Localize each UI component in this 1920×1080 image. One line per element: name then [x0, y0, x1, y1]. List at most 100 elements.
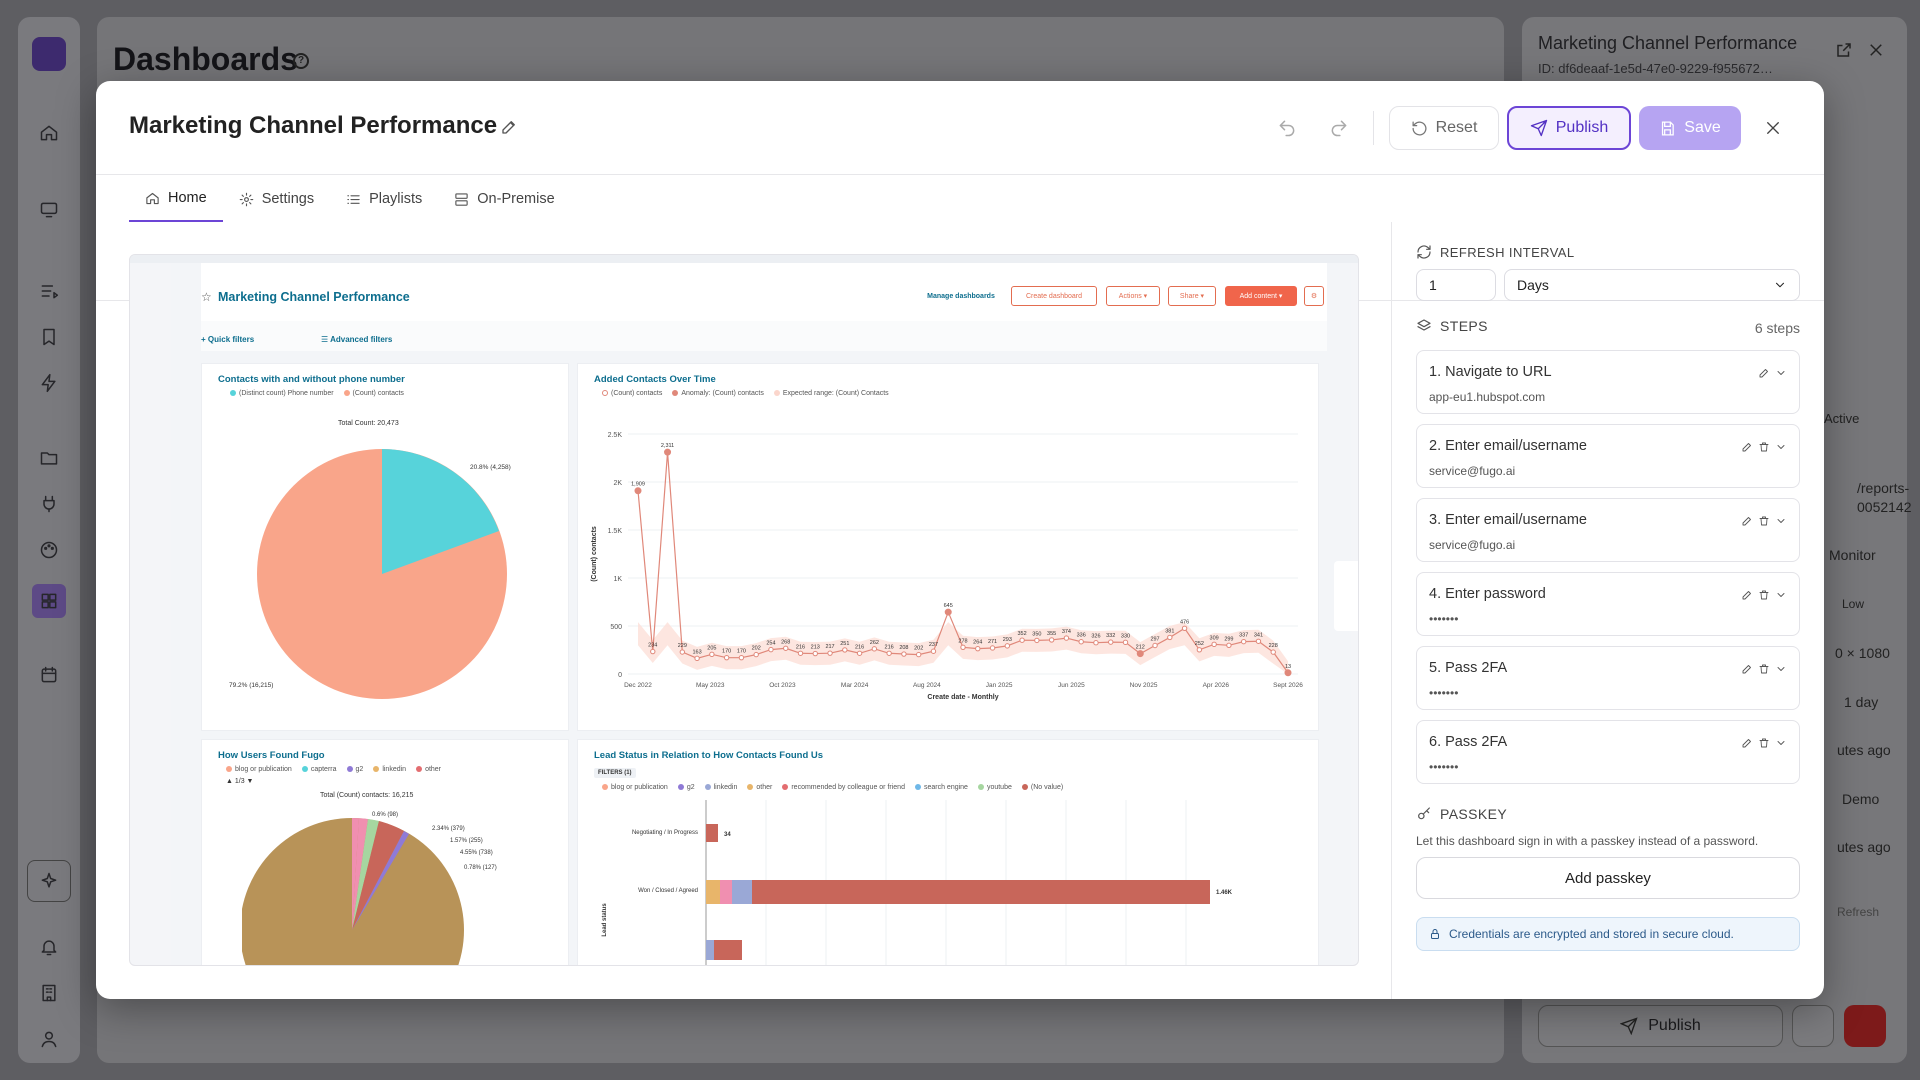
- data-point: [989, 645, 996, 651]
- building-icon[interactable]: [37, 981, 61, 1005]
- tab-on-premise[interactable]: On-Premise: [438, 176, 570, 222]
- create-dashboard-button[interactable]: Create dashboard: [1011, 286, 1097, 306]
- edit-icon[interactable]: [1741, 515, 1753, 527]
- trash-icon[interactable]: [1758, 515, 1770, 527]
- close-icon[interactable]: [1764, 119, 1782, 137]
- help-icon[interactable]: ?: [293, 53, 309, 69]
- add-content-button[interactable]: Add content ▾: [1225, 286, 1297, 306]
- data-point: [1048, 637, 1055, 643]
- publish-button[interactable]: Publish: [1507, 106, 1631, 150]
- trash-icon[interactable]: [1758, 441, 1770, 453]
- copy-button[interactable]: [1792, 1005, 1834, 1047]
- tab-home[interactable]: Home: [129, 176, 223, 222]
- playlist-icon[interactable]: [37, 279, 61, 303]
- legend-item: other: [747, 784, 772, 791]
- chevron-down-icon[interactable]: [1775, 441, 1787, 453]
- edit-icon[interactable]: [1741, 589, 1753, 601]
- tab-label: On-Premise: [477, 191, 555, 207]
- star-icon[interactable]: ☆: [201, 290, 212, 304]
- redo-icon[interactable]: [1329, 118, 1349, 138]
- save-icon: [1662, 120, 1675, 136]
- data-point: [812, 650, 818, 657]
- reset-icon: [1412, 120, 1427, 136]
- advanced-filters[interactable]: ☰ Advanced filters: [321, 335, 393, 344]
- step-item[interactable]: 4. Enter password •••••••: [1416, 572, 1800, 636]
- legend-item: youtube: [977, 784, 1012, 791]
- close-icon[interactable]: [1867, 41, 1885, 59]
- data-label: 13: [1285, 664, 1291, 670]
- row-label: Negotiating / In Progress: [632, 830, 698, 836]
- edit-icon[interactable]: [1741, 441, 1753, 453]
- data-point: [1167, 634, 1173, 641]
- x-tick-label: Mar 2024: [841, 682, 869, 689]
- data-label: 299: [1224, 636, 1233, 642]
- bookmark-icon[interactable]: [37, 325, 61, 349]
- chevron-down-icon[interactable]: [1775, 663, 1787, 675]
- external-link-icon[interactable]: [1835, 41, 1853, 59]
- refresh-interval-value[interactable]: 1: [1416, 269, 1496, 301]
- add-passkey-button[interactable]: Add passkey: [1416, 857, 1800, 899]
- calendar-icon[interactable]: [37, 663, 61, 687]
- quick-filters[interactable]: + Quick filters: [201, 335, 255, 344]
- dashboards-icon[interactable]: [32, 584, 66, 618]
- edit-icon[interactable]: [1741, 663, 1753, 675]
- x-tick-label: May 2023: [696, 682, 725, 689]
- user-icon[interactable]: [37, 1027, 61, 1051]
- line-chart: 2.5K 2K 1.5K 1K 500 0 1,909 234 2,311 229 163 205 17…: [591, 432, 1303, 701]
- refresh-interval-unit-select[interactable]: Days: [1504, 269, 1800, 301]
- plug-icon[interactable]: [37, 492, 61, 516]
- manage-dashboards-link[interactable]: Manage dashboards: [923, 286, 999, 306]
- edit-title-icon[interactable]: [500, 118, 518, 136]
- card-title: Contacts with and without phone number: [218, 374, 405, 385]
- trash-icon[interactable]: [1758, 589, 1770, 601]
- data-label: 355: [1047, 631, 1056, 637]
- step-item[interactable]: 2. Enter email/username service@fugo.ai: [1416, 424, 1800, 488]
- delete-button[interactable]: [1844, 1005, 1886, 1047]
- step-item[interactable]: 5. Pass 2FA •••••••: [1416, 646, 1800, 710]
- undo-icon[interactable]: [1277, 118, 1297, 138]
- actions-button[interactable]: Actions ▾: [1106, 286, 1160, 306]
- filters-badge[interactable]: FILTERS (1): [594, 768, 636, 778]
- data-point: [915, 651, 922, 658]
- palette-icon[interactable]: [37, 538, 61, 562]
- step-item[interactable]: 1. Navigate to URL app-eu1.hubspot.com: [1416, 350, 1800, 414]
- data-point: [694, 655, 700, 662]
- share-button[interactable]: Share ▾: [1168, 286, 1216, 306]
- panel-publish-button[interactable]: Publish: [1538, 1005, 1783, 1047]
- folder-icon[interactable]: [37, 446, 61, 470]
- edit-icon[interactable]: [1741, 737, 1753, 749]
- edit-icon[interactable]: [1758, 367, 1770, 379]
- tab-settings[interactable]: Settings: [223, 176, 330, 222]
- bell-icon[interactable]: [37, 935, 61, 959]
- pie-slice-b: [352, 818, 368, 930]
- home-icon[interactable]: [37, 121, 61, 145]
- data-label: 229: [678, 643, 687, 649]
- step-item[interactable]: 3. Enter email/username service@fugo.ai: [1416, 498, 1800, 562]
- ai-sparkle-icon[interactable]: [27, 860, 71, 902]
- legend-item: capterra: [301, 766, 337, 773]
- data-label: 234: [648, 643, 657, 649]
- trash-icon[interactable]: [1758, 663, 1770, 675]
- data-label: 374: [1062, 629, 1071, 635]
- x-tick-label: Oct 2023: [769, 682, 796, 689]
- x-tick-label: Nov 2025: [1130, 682, 1158, 689]
- step-name: 1. Navigate to URL: [1429, 364, 1552, 380]
- step-item[interactable]: 6. Pass 2FA •••••••: [1416, 720, 1800, 784]
- url-fragment-1: /reports-: [1857, 480, 1910, 496]
- tab-playlists[interactable]: Playlists: [330, 176, 438, 222]
- trash-icon[interactable]: [1758, 737, 1770, 749]
- save-button[interactable]: Save: [1639, 106, 1741, 150]
- data-label: 163: [692, 649, 701, 655]
- settings-icon[interactable]: ⚙: [1304, 286, 1324, 306]
- chevron-down-icon[interactable]: [1775, 737, 1787, 749]
- data-label: 216: [885, 644, 894, 650]
- chevron-down-icon[interactable]: [1775, 589, 1787, 601]
- monitor-icon[interactable]: [37, 198, 61, 222]
- lightning-icon[interactable]: [37, 371, 61, 395]
- chevron-down-icon[interactable]: [1775, 515, 1787, 527]
- chevron-down-icon[interactable]: [1775, 367, 1787, 379]
- pager[interactable]: ▲ 1/3 ▼: [226, 778, 254, 785]
- step-name: 3. Enter email/username: [1429, 512, 1587, 528]
- reset-button[interactable]: Reset: [1389, 106, 1499, 150]
- step-value: •••••••: [1429, 686, 1459, 700]
